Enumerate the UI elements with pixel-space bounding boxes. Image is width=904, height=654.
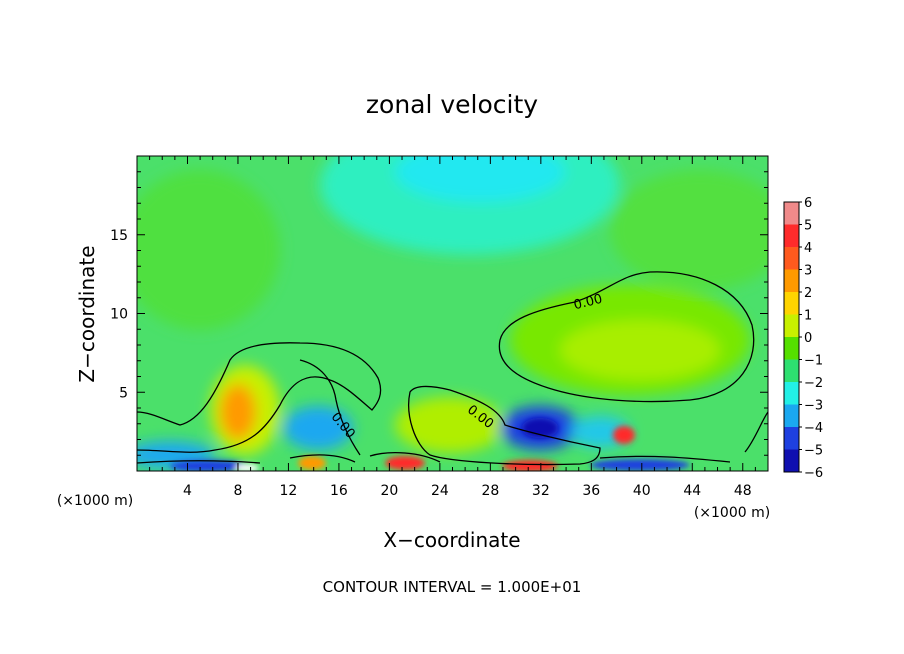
colorbar-label: 6 [804,196,812,211]
colorbar-swatch [784,449,799,472]
colorbar-label: 0 [804,331,812,346]
y-axis-ticks: 5 10 15 [110,155,768,472]
colorbar-label: −3 [804,399,823,414]
x-tick-label: 40 [633,483,651,499]
colorbar-swatch [784,314,799,337]
field-surface-blue-a [170,460,250,471]
colorbar-label: −4 [804,421,823,436]
field-surface-white [235,464,259,471]
colorbar-swatch [784,427,799,450]
x-tick-label: 44 [683,483,701,499]
y-tick-label: 5 [119,385,128,401]
y-tick-label: 15 [110,228,128,244]
x-tick-label: 20 [380,483,398,499]
x-tick-label: 24 [431,483,449,499]
colorbar-swatch [784,382,799,405]
x-unit-right: (×1000 m) [694,505,770,521]
field-left-green [137,170,280,330]
field-surface-red-a [385,456,425,470]
colorbar-swatch [784,404,799,427]
field-max-right [613,426,635,444]
field-negative-left [283,406,353,450]
x-axis-ticks: 4 8 12 16 20 24 28 32 36 40 44 48 [136,156,769,499]
colorbar-label: −6 [804,466,823,481]
x-tick-label: 8 [233,483,242,499]
contour-left-plume [137,342,382,453]
x-tick-label: 48 [734,483,752,499]
colorbar-label: 3 [804,264,812,279]
field-positive-mid [395,397,505,453]
colorbar-label: 4 [804,241,812,256]
colorbar-swatch [784,292,799,315]
colorbar-label: −5 [804,444,823,459]
x-tick-label: 36 [582,483,600,499]
contour-right-loop [498,271,755,403]
contour-mid [408,385,601,466]
y-axis-label: Z−coordinate [75,245,99,382]
x-unit-left: (×1000 m) [57,493,133,509]
field-surface-red-b [502,460,558,471]
field-upper-cyan-core [395,156,565,202]
colorbar: 6 5 4 3 2 1 0 −1 −2 −3 −4 −5 −6 [783,196,823,481]
colorbar-label: −2 [804,376,823,391]
x-tick-label: 4 [183,483,192,499]
field-surface-blue-b [590,459,690,471]
field-positive-plume-core [220,384,256,440]
plot-area: 0.00 0.00 0.00 [137,156,768,471]
zero-contours [137,271,768,466]
colorbar-swatch [784,359,799,382]
colorbar-swatch [784,224,799,247]
x-axis-label: X−coordinate [383,528,520,552]
contour-left-plume-inner [299,359,361,456]
x-tick-label: 12 [280,483,298,499]
x-tick-label: 28 [481,483,499,499]
y-tick-label: 10 [110,307,128,323]
colorbar-label: 2 [804,286,812,301]
colorbar-swatch [784,269,799,292]
colorbar-swatch [784,202,799,225]
contour-label-right: 0.00 [572,292,604,314]
colorbar-label: 1 [804,309,812,324]
chart-title: zonal velocity [366,90,538,119]
contour-interval-footer: CONTOUR INTERVAL = 1.000E+01 [323,578,582,596]
x-tick-label: 16 [330,483,348,499]
field-positive-region-right-core [560,320,720,380]
colorbar-swatch [784,337,799,360]
colorbar-swatch [784,247,799,270]
field-right-green [610,170,768,290]
colorbar-label: −1 [804,354,823,369]
contour-surface [137,411,768,464]
field-surface-orange [298,456,326,470]
x-tick-label: 32 [532,483,550,499]
colorbar-label: 5 [804,219,812,234]
